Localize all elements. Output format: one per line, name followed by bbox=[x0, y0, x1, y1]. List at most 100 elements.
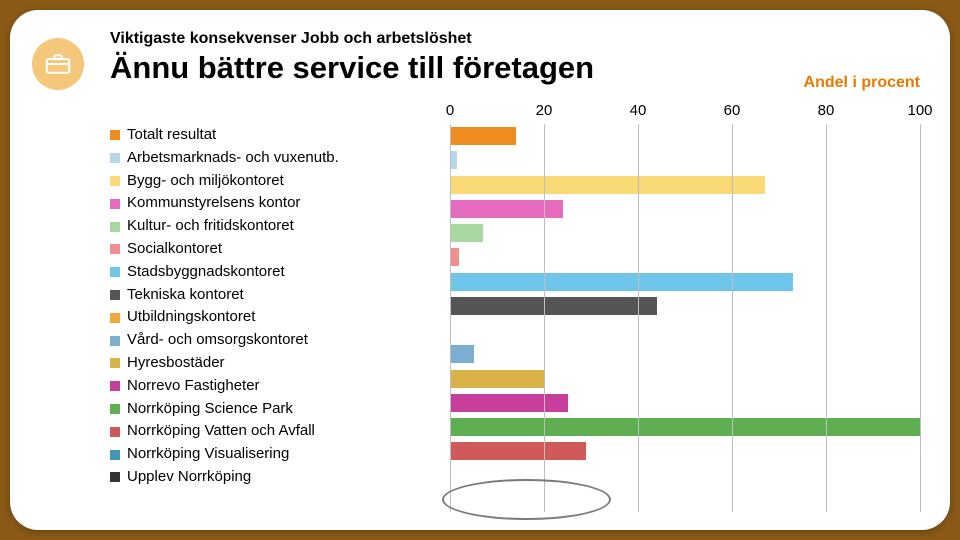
axis-tick-label: 60 bbox=[724, 102, 741, 119]
axis-tick-label: 20 bbox=[536, 102, 553, 119]
bar-row bbox=[450, 294, 920, 318]
legend-item: Socialkontoret bbox=[110, 238, 450, 261]
gridline bbox=[826, 124, 827, 512]
legend-item: Norrköping Vatten och Avfall bbox=[110, 420, 450, 443]
bar bbox=[450, 248, 459, 266]
legend-item: Utbildningskontoret bbox=[110, 306, 450, 329]
legend-item: Vård- och omsorgskontoret bbox=[110, 329, 450, 352]
bar-row bbox=[450, 391, 920, 415]
bar-row bbox=[450, 464, 920, 488]
legend-label: Upplev Norrköping bbox=[127, 466, 251, 489]
legend-label: Bygg- och miljökontoret bbox=[127, 170, 284, 193]
legend-item: Upplev Norrköping bbox=[110, 466, 450, 489]
bar-row bbox=[450, 124, 920, 148]
gridline bbox=[732, 124, 733, 512]
bar bbox=[450, 345, 474, 363]
bar-row bbox=[450, 245, 920, 269]
bar-row bbox=[450, 415, 920, 439]
briefcase-icon bbox=[32, 38, 84, 90]
bar bbox=[450, 176, 765, 194]
legend-label: Tekniska kontoret bbox=[127, 284, 244, 307]
legend-swatch bbox=[110, 358, 120, 368]
legend-swatch bbox=[110, 176, 120, 186]
legend-swatch bbox=[110, 290, 120, 300]
gridline bbox=[638, 124, 639, 512]
axis-tick-label: 100 bbox=[907, 102, 932, 119]
legend-swatch bbox=[110, 199, 120, 209]
legend-item: Norrevo Fastigheter bbox=[110, 375, 450, 398]
legend-swatch bbox=[110, 404, 120, 414]
legend-swatch bbox=[110, 336, 120, 346]
legend-label: Stadsbyggnadskontoret bbox=[127, 261, 285, 284]
legend-swatch bbox=[110, 130, 120, 140]
bar-row bbox=[450, 342, 920, 366]
bar bbox=[450, 442, 586, 460]
legend-label: Arbetsmarknads- och vuxenutb. bbox=[127, 147, 339, 170]
bar bbox=[450, 418, 920, 436]
legend: Totalt resultatArbetsmarknads- och vuxen… bbox=[110, 102, 450, 512]
legend-swatch bbox=[110, 450, 120, 460]
legend-swatch bbox=[110, 267, 120, 277]
legend-item: Tekniska kontoret bbox=[110, 284, 450, 307]
bar bbox=[450, 224, 483, 242]
axis-tick-label: 40 bbox=[630, 102, 647, 119]
bar bbox=[450, 273, 793, 291]
gridline bbox=[544, 124, 545, 512]
axis-tick-label: 80 bbox=[818, 102, 835, 119]
bar bbox=[450, 151, 457, 169]
bar-row bbox=[450, 197, 920, 221]
legend-label: Vård- och omsorgskontoret bbox=[127, 329, 308, 352]
bar bbox=[450, 370, 544, 388]
legend-label: Norrköping Vatten och Avfall bbox=[127, 420, 315, 443]
legend-item: Arbetsmarknads- och vuxenutb. bbox=[110, 147, 450, 170]
legend-label: Norrevo Fastigheter bbox=[127, 375, 260, 398]
legend-item: Stadsbyggnadskontoret bbox=[110, 261, 450, 284]
gridline bbox=[920, 124, 921, 512]
legend-swatch bbox=[110, 472, 120, 482]
card: Viktigaste konsekvenser Jobb och arbetsl… bbox=[10, 10, 950, 530]
legend-label: Socialkontoret bbox=[127, 238, 222, 261]
unit-label: Andel i procent bbox=[804, 74, 920, 92]
bar-row bbox=[450, 488, 920, 512]
legend-label: Hyresbostäder bbox=[127, 352, 225, 375]
page-title: Ännu bättre service till företagen bbox=[110, 50, 924, 86]
content: Totalt resultatArbetsmarknads- och vuxen… bbox=[110, 102, 920, 512]
legend-swatch bbox=[110, 381, 120, 391]
bar-row bbox=[450, 367, 920, 391]
plot-area bbox=[450, 124, 920, 512]
legend-item: Hyresbostäder bbox=[110, 352, 450, 375]
stage: Viktigaste konsekvenser Jobb och arbetsl… bbox=[0, 0, 960, 540]
legend-item: Bygg- och miljökontoret bbox=[110, 170, 450, 193]
kicker-text: Viktigaste konsekvenser Jobb och arbetsl… bbox=[110, 30, 924, 48]
legend-label: Kultur- och fritidskontoret bbox=[127, 215, 294, 238]
bar bbox=[450, 297, 657, 315]
legend-item: Totalt resultat bbox=[110, 124, 450, 147]
legend-swatch bbox=[110, 222, 120, 232]
legend-swatch bbox=[110, 153, 120, 163]
bar-row bbox=[450, 221, 920, 245]
legend-item: Kommunstyrelsens kontor bbox=[110, 192, 450, 215]
legend-label: Kommunstyrelsens kontor bbox=[127, 192, 300, 215]
bars bbox=[450, 124, 920, 512]
bar-row bbox=[450, 173, 920, 197]
legend-label: Norrköping Science Park bbox=[127, 398, 293, 421]
bar-row bbox=[450, 270, 920, 294]
legend-item: Norrköping Visualisering bbox=[110, 443, 450, 466]
gridline bbox=[450, 124, 451, 512]
axis-labels: 020406080100 bbox=[450, 102, 920, 124]
legend-item: Kultur- och fritidskontoret bbox=[110, 215, 450, 238]
legend-item: Norrköping Science Park bbox=[110, 398, 450, 421]
axis-tick-label: 0 bbox=[446, 102, 454, 119]
bar-row bbox=[450, 148, 920, 172]
legend-swatch bbox=[110, 244, 120, 254]
legend-label: Norrköping Visualisering bbox=[127, 443, 289, 466]
bar bbox=[450, 394, 568, 412]
bar bbox=[450, 200, 563, 218]
bar-row bbox=[450, 318, 920, 342]
legend-label: Utbildningskontoret bbox=[127, 306, 255, 329]
bar bbox=[450, 127, 516, 145]
legend-label: Totalt resultat bbox=[127, 124, 216, 147]
legend-swatch bbox=[110, 427, 120, 437]
legend-swatch bbox=[110, 313, 120, 323]
bar-row bbox=[450, 439, 920, 463]
